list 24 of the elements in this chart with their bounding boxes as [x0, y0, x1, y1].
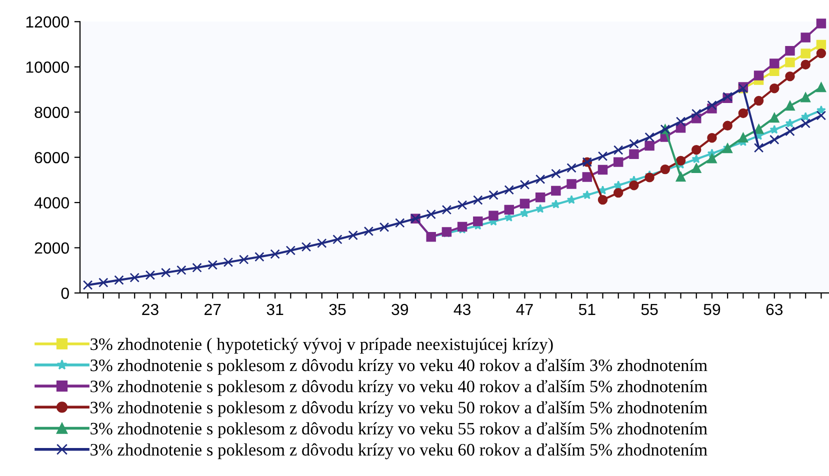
x-tick-label: 39 [392, 304, 408, 316]
legend-label: 3% zhodnotenie s poklesom z dôvodu krízy vo veku 60 rokov a ďalším 5% zhodnotením [90, 443, 708, 460]
x-tick-label: 63 [766, 304, 783, 316]
x-tick-label: 23 [142, 304, 158, 316]
legend-label: 3% zhodnotenie s poklesom z dôvodu krízy vo veku 40 rokov a ďalším 3% zhodnotením [90, 358, 708, 375]
y-tick-label: 12000 [26, 16, 69, 28]
x-tick-label: 43 [454, 304, 470, 316]
x-tick-label: 59 [704, 304, 720, 316]
y-tick-label: 10000 [26, 62, 69, 73]
legend-label: 3% zhodnotenie s poklesom z dôvodu krízy vo veku 40 rokov a ďalším 5% zhodnotením [90, 380, 708, 396]
legend-label: 3% zhodnotenie ( hypotetický vývoj v prípade neexistujúcej krízy) [90, 338, 553, 354]
x-tick-label: 27 [204, 304, 221, 315]
x-tick-label: 31 [266, 304, 284, 316]
y-tick-label: 4000 [34, 197, 69, 208]
x-tick-label: 47 [516, 304, 533, 315]
x-tick-label: 55 [641, 304, 658, 316]
y-tick-label: 0 [61, 288, 69, 299]
x-tick-label: 35 [329, 304, 346, 316]
x-tick-label: 51 [578, 304, 596, 316]
y-tick-label: 8000 [34, 106, 69, 118]
legend-label: 3% zhodnotenie s poklesom z dôvodu krízy vo veku 55 rokov a ďalším 5% zhodnotením [90, 422, 708, 438]
y-tick-label: 6000 [34, 152, 69, 164]
legend-label: 3% zhodnotenie s poklesom z dôvodu krízy vo veku 50 rokov a ďalším 5% zhodnotením [90, 401, 708, 417]
y-tick-label: 2000 [34, 242, 69, 254]
